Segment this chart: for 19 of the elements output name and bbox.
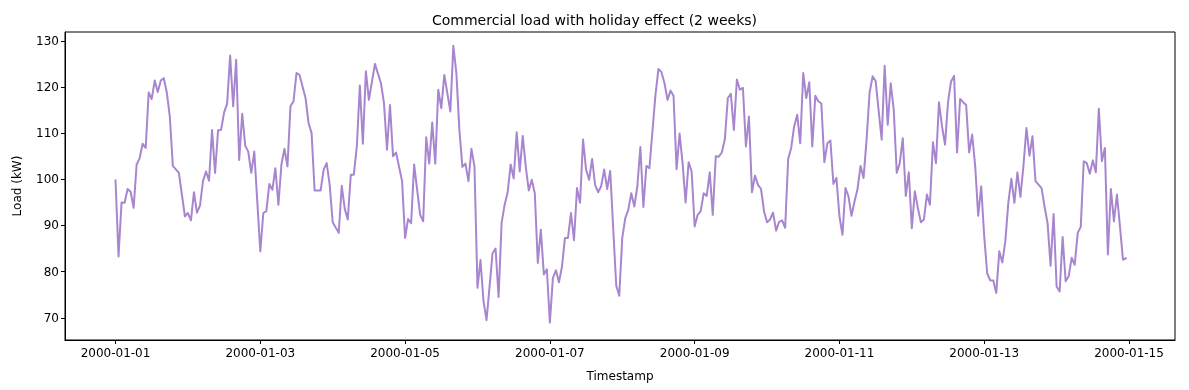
x-tick-label: 2000-01-15 [1094,346,1164,360]
y-axis-title: Load (kW) [10,155,24,217]
y-tick-label: 90 [43,218,59,233]
y-tick-label: 120 [36,79,59,94]
y-tick-label: 80 [43,264,59,279]
x-tick-label: 2000-01-07 [515,346,585,360]
y-tick-label: 130 [36,33,59,48]
y-tick-label: 100 [36,172,59,187]
x-tick-label: 2000-01-13 [949,346,1020,360]
x-tick-label: 2000-01-01 [80,346,151,360]
y-tick-label: 110 [36,126,59,141]
chart-title: Commercial load with holiday effect (2 weeks) [432,12,757,28]
line-series [114,44,1127,324]
x-tick-label: 2000-01-09 [659,346,730,360]
x-tick-label: 2000-01-03 [225,346,296,360]
y-tick-label: 70 [43,310,59,325]
x-tick-label: 2000-01-11 [804,346,875,360]
x-axis-title: Timestamp [585,369,654,383]
x-tick-label: 2000-01-05 [370,346,440,360]
